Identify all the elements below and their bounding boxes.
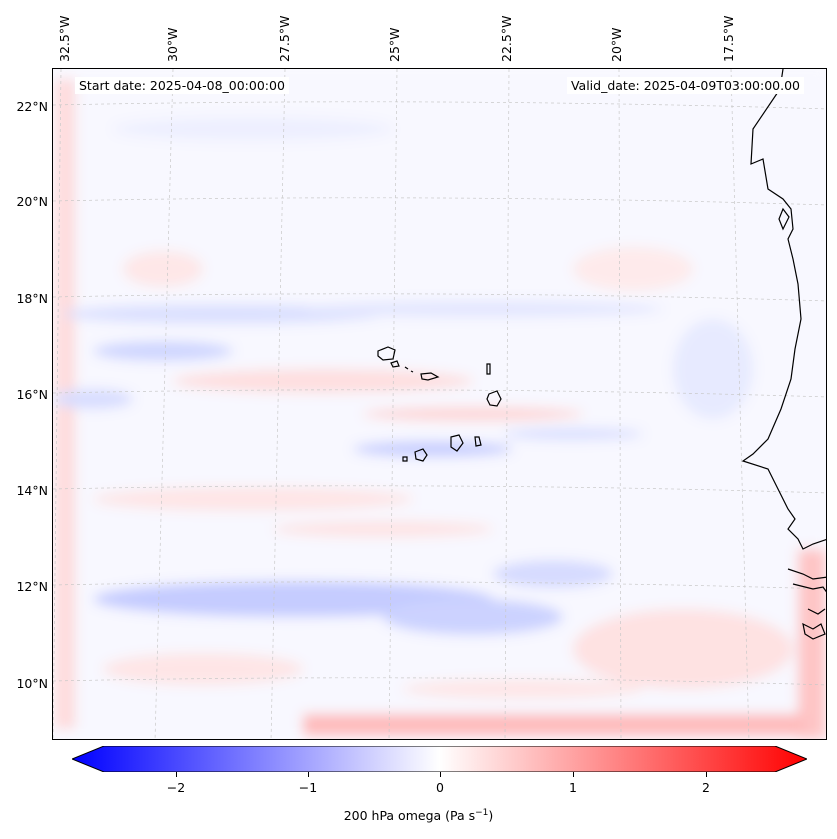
lon-label-27-5w: 27.5°W — [277, 15, 292, 62]
lat-label-22n: 22°N — [16, 99, 48, 114]
lon-label-17-5w: 17.5°W — [721, 15, 736, 62]
start-date-label: Start date: 2025-04-08_00:00:00 — [75, 77, 289, 94]
colorbar-tick: −1 — [298, 780, 318, 795]
valid-date-label: Valid_date: 2025-04-09T03:00:00.00 — [566, 77, 804, 94]
lon-label-22-5w: 22.5°W — [499, 15, 514, 62]
omega-field — [53, 69, 826, 739]
lat-label-12n: 12°N — [16, 579, 48, 594]
lon-label-20w: 20°W — [609, 27, 624, 62]
cape-verde-islands — [377, 346, 502, 462]
colorbar-tick: 1 — [569, 780, 577, 795]
lat-label-14n: 14°N — [16, 483, 48, 498]
lon-label-25w: 25°W — [387, 27, 402, 62]
omega-map: Start date: 2025-04-08_00:00:00 Valid_da… — [52, 68, 827, 740]
colorbar-label: 200 hPa omega (Pa s−1) — [343, 808, 494, 824]
lat-label-10n: 10°N — [16, 676, 48, 691]
lat-label-18n: 18°N — [16, 291, 48, 306]
colorbar-tick: 2 — [702, 780, 710, 795]
colorbar-tick: 0 — [436, 780, 444, 795]
lat-label-20n: 20°N — [16, 194, 48, 209]
colorbar — [72, 746, 807, 772]
lon-label-32-5w: 32.5°W — [57, 15, 72, 62]
coastline — [741, 69, 826, 640]
lat-label-16n: 16°N — [16, 387, 48, 402]
lon-label-30w: 30°W — [165, 27, 180, 62]
colorbar-tick: −2 — [166, 780, 186, 795]
